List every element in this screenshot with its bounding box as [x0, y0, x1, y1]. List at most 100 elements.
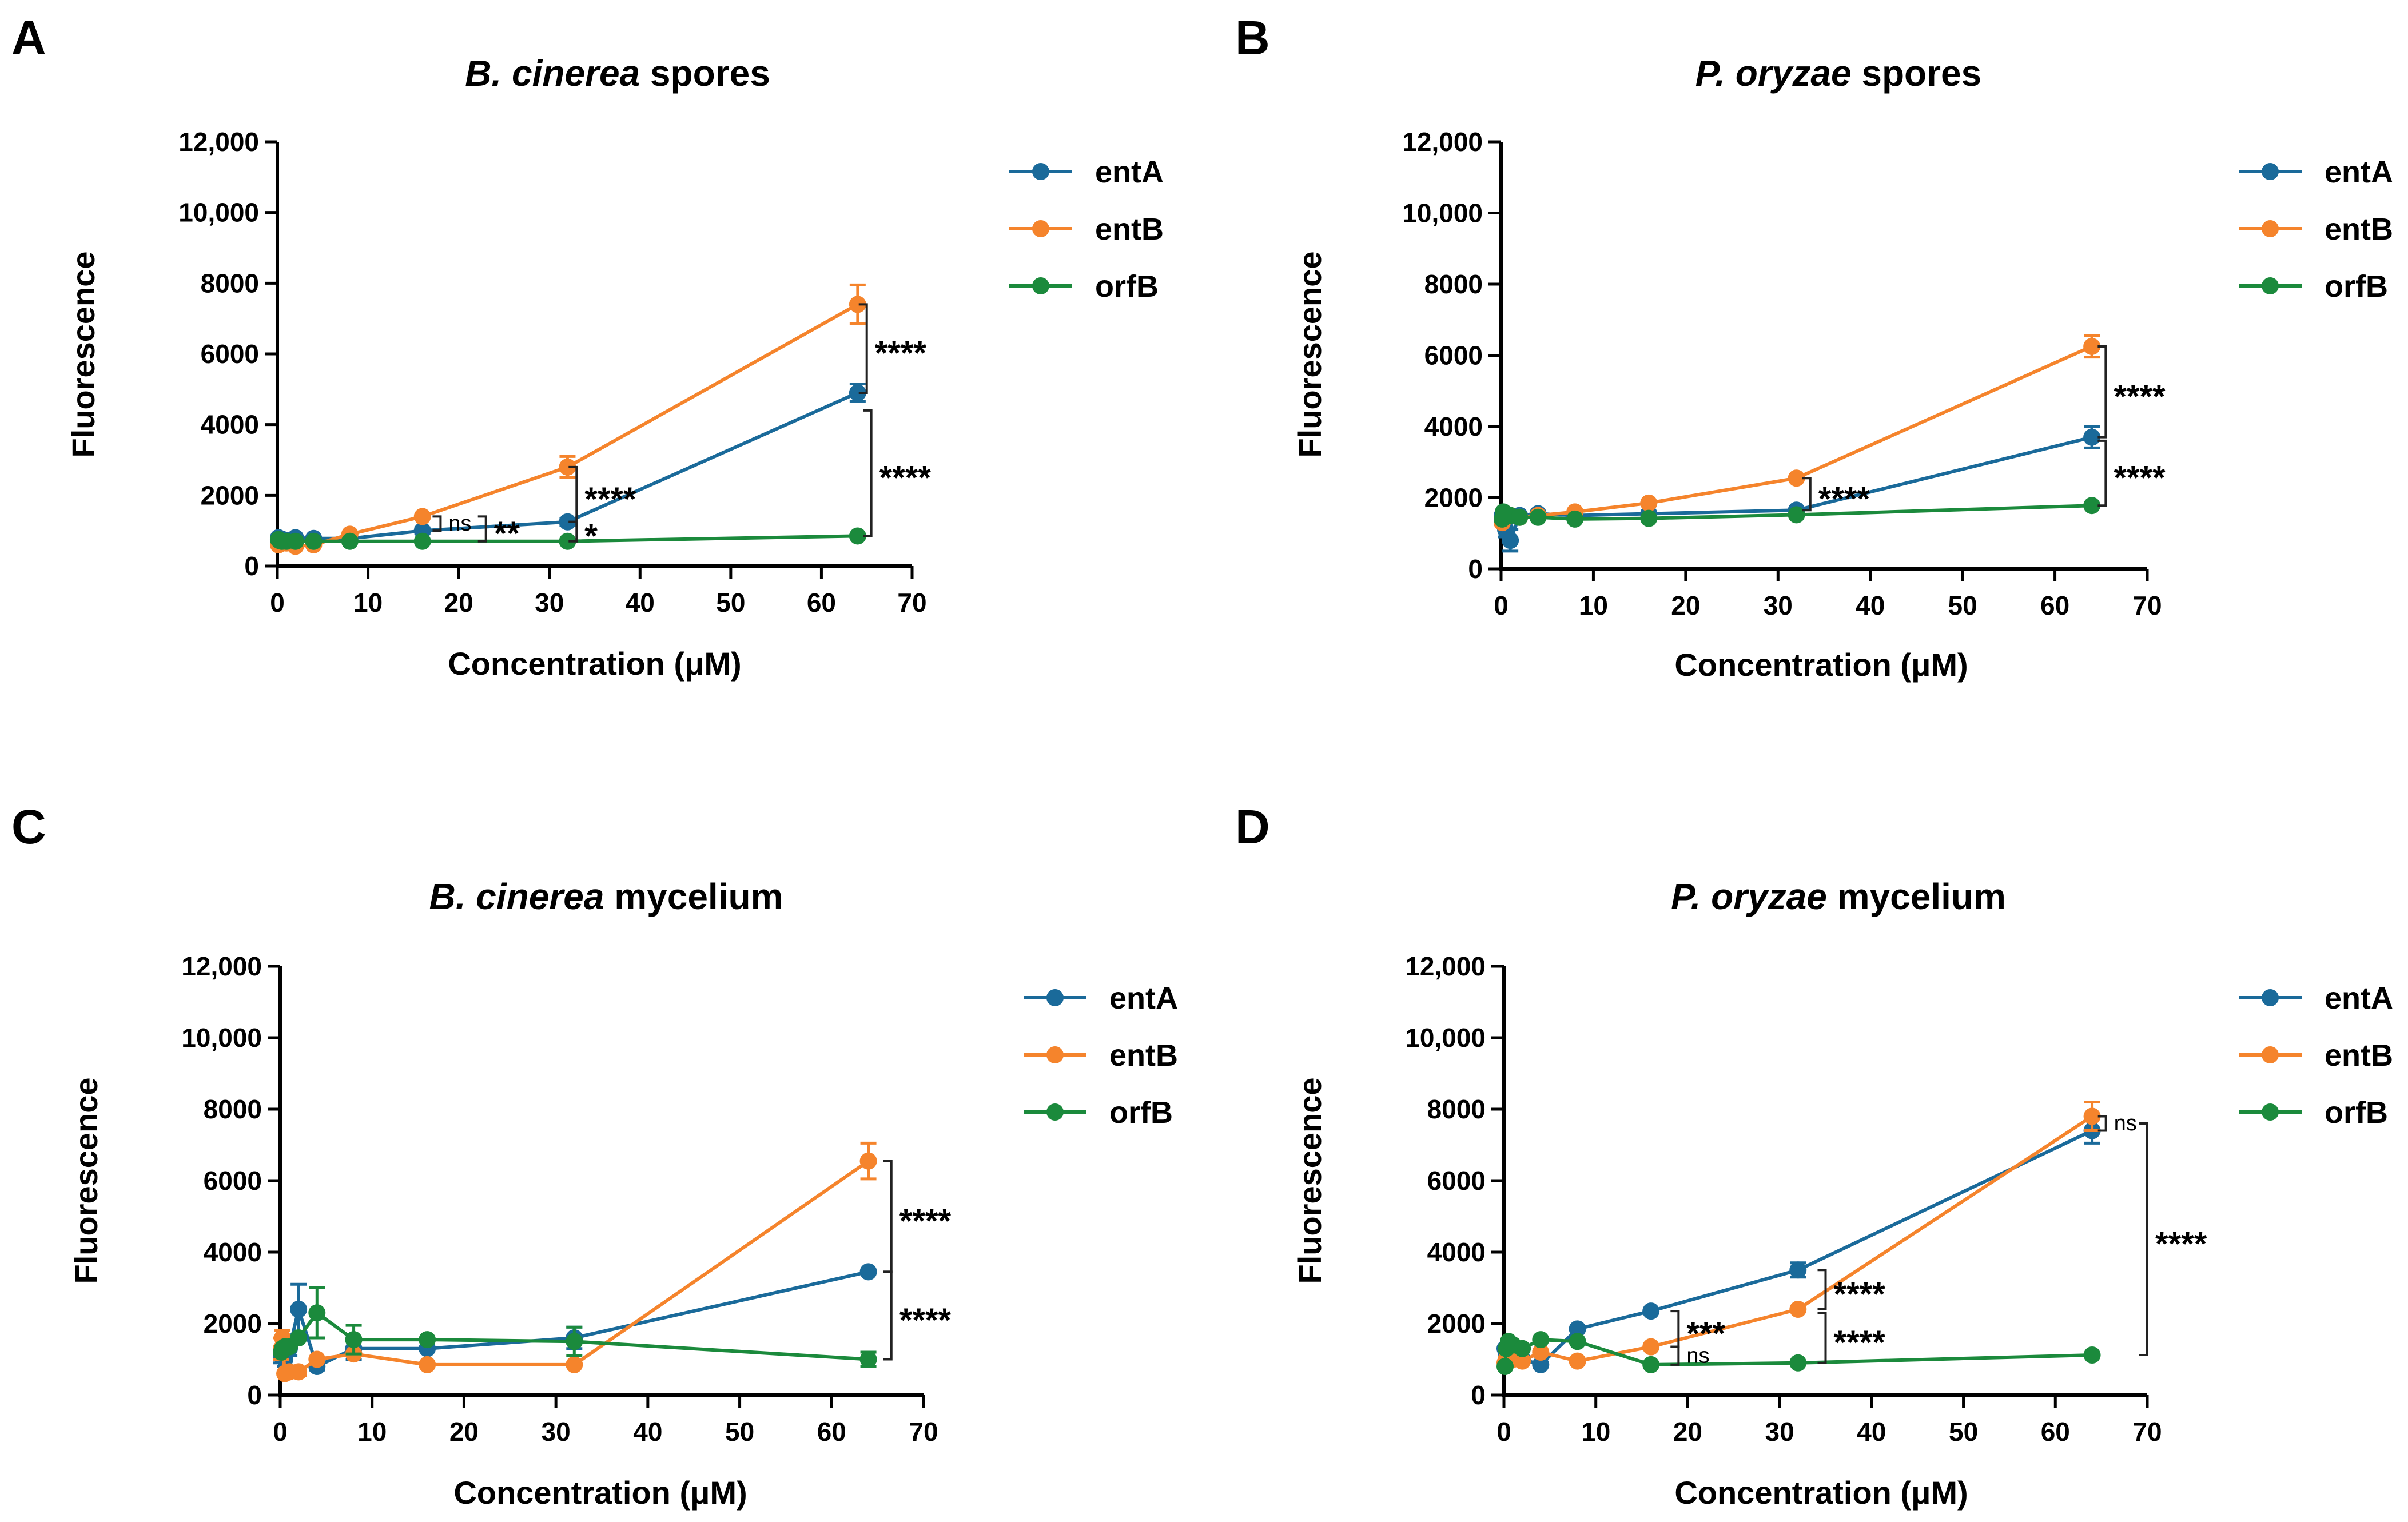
legend-label-orfB: orfB — [1109, 1095, 1173, 1130]
data-point-entB — [290, 1363, 308, 1381]
x-tick-label: 10 — [1579, 591, 1608, 620]
significance-label: **** — [2155, 1226, 2207, 1263]
y-axis-label: Fluorescence — [1292, 1077, 1328, 1284]
x-tick-label: 20 — [444, 588, 473, 617]
legend-marker-orfB — [2262, 277, 2279, 294]
x-tick-label: 50 — [1948, 591, 1977, 620]
chart-title-species: B. cinerea — [465, 53, 640, 94]
significance-annotation: **** — [568, 465, 636, 523]
legend: entA entB orfB — [1009, 155, 1164, 304]
significance-bracket — [2139, 1122, 2148, 1356]
x-tick-label: 10 — [1581, 1417, 1610, 1447]
legend-marker-entA — [1032, 163, 1049, 180]
x-tick-label: 70 — [2132, 591, 2162, 620]
series-entA — [1496, 1117, 2101, 1373]
data-point-entA — [1789, 1261, 1807, 1279]
x-tick-label: 20 — [1673, 1417, 1702, 1447]
y-tick-label: 12,000 — [1405, 951, 1486, 981]
x-tick-label: 50 — [716, 588, 745, 617]
data-point-orfB — [419, 1331, 436, 1349]
data-point-orfB — [290, 1329, 308, 1346]
significance-bracket — [883, 1160, 893, 1273]
data-point-entB — [2083, 1107, 2101, 1125]
y-tick-label: 10,000 — [178, 198, 259, 228]
series-orfB — [273, 1286, 877, 1368]
legend-label-entA: entA — [1109, 981, 1178, 1015]
series-orfB — [1494, 497, 2101, 528]
data-point-entA — [859, 1263, 877, 1281]
data-point-entB — [1569, 1352, 1586, 1370]
y-tick-label: 4000 — [1427, 1237, 1486, 1267]
series-line-entB — [277, 302, 859, 548]
x-tick-label: 40 — [1856, 591, 1885, 620]
y-tick-label: 12,000 — [181, 951, 262, 981]
legend: entA entB orfB — [2239, 155, 2393, 304]
y-tick-label: 8000 — [201, 268, 259, 298]
data-point-entB — [1789, 1301, 1807, 1318]
significance-annotation: **** — [863, 409, 931, 537]
x-tick-label: 70 — [2132, 1417, 2162, 1447]
data-point-entB — [1640, 494, 1658, 512]
data-point-entA — [559, 513, 576, 531]
data-point-entB — [566, 1356, 583, 1373]
data-point-entB — [1788, 469, 1805, 487]
significance-annotation: **** — [2097, 439, 2166, 507]
y-tick-label: 2000 — [1424, 483, 1483, 513]
significance-bracket — [883, 1270, 893, 1361]
panel-b: B P. oryzae spores 0 2000 4000 6000 8000 10,000… — [1235, 11, 2393, 683]
panel-letter: C — [11, 800, 46, 854]
legend-marker-orfB — [1032, 277, 1049, 294]
significance-bracket — [568, 520, 578, 543]
data-point-entB — [1514, 1352, 1531, 1370]
y-tick-label: 12,000 — [1402, 127, 1483, 157]
legend-marker-entA — [2262, 989, 2279, 1006]
data-point-entB — [413, 508, 431, 525]
significance-label: **** — [899, 1302, 952, 1339]
x-tick-label: 30 — [535, 588, 564, 617]
significance-label: **** — [1818, 480, 1870, 517]
legend-label-entB: entB — [2325, 212, 2393, 246]
significance-bracket — [2097, 439, 2107, 507]
chart-title: B. cinerea spores — [465, 53, 770, 94]
legend-label-orfB: orfB — [2325, 1095, 2388, 1130]
data-point-entB — [419, 1356, 436, 1373]
significance-label: **** — [875, 335, 927, 372]
x-tick-label: 20 — [1671, 591, 1700, 620]
x-tick-label: 40 — [633, 1417, 662, 1447]
legend-marker-entB — [2262, 220, 2279, 237]
chart-title-sample: mycelium — [604, 876, 783, 917]
significance-label: ns — [2114, 1111, 2137, 1135]
y-tick-label: 10,000 — [1402, 198, 1483, 228]
x-tick-label: 0 — [1494, 591, 1509, 620]
series-entB — [1496, 1101, 2101, 1372]
data-point-orfB — [305, 532, 323, 550]
significance-label: **** — [2114, 378, 2166, 415]
x-tick-label: 30 — [1764, 591, 1793, 620]
x-tick-label: 70 — [909, 1417, 938, 1447]
data-point-orfB — [2083, 1346, 2101, 1364]
legend-label-entA: entA — [1095, 155, 1164, 189]
data-point-orfB — [1788, 506, 1805, 524]
y-tick-label: 6000 — [204, 1166, 262, 1196]
significance-annotation: **** — [1817, 1269, 1885, 1313]
x-tick-label: 0 — [273, 1417, 288, 1447]
panel-c: C B. cinerea mycelium 0 2000 4000 6000 8000 10,… — [11, 800, 1178, 1511]
y-tick-label: 12,000 — [178, 127, 259, 157]
data-point-entA — [290, 1301, 308, 1318]
y-tick-label: 2000 — [1427, 1309, 1486, 1338]
legend-label-entB: entB — [1109, 1038, 1178, 1073]
significance-bracket — [2097, 345, 2107, 439]
significance-bracket — [477, 515, 487, 543]
y-tick-label: 4000 — [201, 410, 259, 440]
panel-letter: A — [11, 11, 46, 65]
data-point-orfB — [2083, 497, 2101, 515]
significance-annotation: * — [568, 518, 598, 555]
data-point-orfB — [566, 1333, 583, 1350]
data-point-entB — [559, 458, 576, 476]
significance-annotation: ns — [432, 512, 472, 536]
y-axis-label: Fluorescence — [68, 1077, 104, 1284]
y-tick-label: 0 — [1471, 1380, 1486, 1410]
significance-bracket — [863, 409, 873, 537]
x-tick-label: 60 — [817, 1417, 846, 1447]
